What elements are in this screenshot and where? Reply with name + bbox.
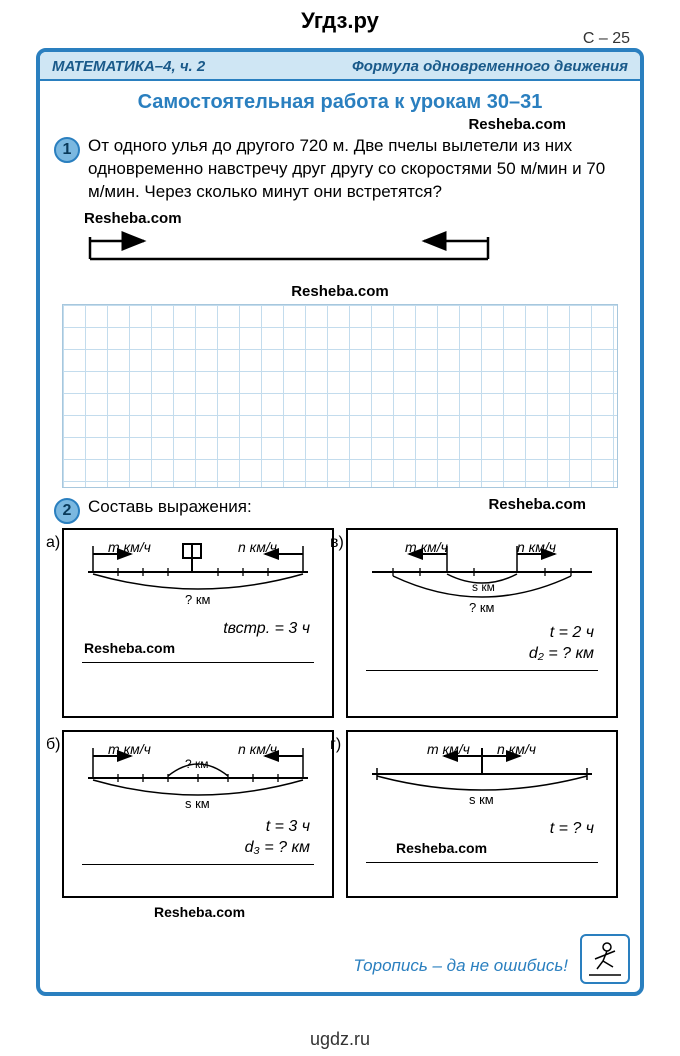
box-b-label: б) bbox=[46, 736, 61, 754]
answer-line[interactable] bbox=[366, 670, 598, 671]
corner-label: С – 25 bbox=[583, 30, 630, 48]
answer-line[interactable] bbox=[82, 662, 314, 663]
watermark: Resheba.com bbox=[54, 904, 626, 920]
box-g-left-speed: m км/ч bbox=[427, 741, 470, 757]
box-v-eq1: t = 2 ч bbox=[550, 624, 594, 641]
task-2: 2 Составь выражения: Resheba.com bbox=[54, 496, 626, 524]
header-bar: МАТЕМАТИКА–4, ч. 2 Формула одновременног… bbox=[40, 52, 640, 81]
box-g-label: г) bbox=[330, 736, 341, 754]
header-left: МАТЕМАТИКА–4, ч. 2 bbox=[52, 58, 205, 75]
box-v-eq2: d₂ = ? км bbox=[529, 645, 594, 662]
task-1: 1 От одного улья до другого 720 м. Две п… bbox=[54, 135, 626, 204]
box-g-dist: s км bbox=[469, 792, 494, 807]
task-1-badge: 1 bbox=[54, 137, 80, 163]
task-2-text: Составь выражения: bbox=[88, 496, 480, 524]
task-2-badge: 2 bbox=[54, 498, 80, 524]
box-a: а) m км/ч n км/ч ? км tвстр. = 3 ч Re bbox=[62, 528, 334, 718]
watermark: Resheba.com bbox=[54, 210, 626, 227]
box-a-eq: tвстр. = 3 ч bbox=[223, 620, 310, 637]
runner-icon bbox=[580, 934, 630, 984]
box-b-right-speed: n км/ч bbox=[238, 741, 277, 757]
box-v-dist-bot: ? км bbox=[469, 600, 495, 615]
box-v: в) m км/ч n км/ч s км ? км t = 2 ч d₂ bbox=[346, 528, 618, 718]
answer-grid[interactable] bbox=[62, 304, 618, 488]
box-a-dist: ? км bbox=[185, 592, 211, 607]
box-g-eq: t = ? ч bbox=[550, 820, 594, 837]
watermark: Resheba.com bbox=[356, 840, 608, 856]
box-a-right-speed: n км/ч bbox=[238, 539, 277, 555]
task-1-diagram bbox=[84, 231, 616, 283]
box-b-eq1: t = 3 ч bbox=[266, 818, 310, 835]
page-number: 59 bbox=[330, 993, 350, 996]
watermark: Resheba.com bbox=[488, 496, 626, 524]
answer-line[interactable] bbox=[82, 864, 314, 865]
watermark: Resheba.com bbox=[54, 116, 626, 133]
box-v-dist-top: s км bbox=[472, 580, 495, 594]
box-b-dist-bot: s км bbox=[185, 796, 210, 811]
diagram-boxes: а) m км/ч n км/ч ? км tвстр. = 3 ч Re bbox=[62, 528, 618, 898]
box-b-left-speed: m км/ч bbox=[108, 741, 151, 757]
watermark: Resheba.com bbox=[54, 283, 626, 300]
content: Самостоятельная работа к урокам 30–31 Re… bbox=[40, 81, 640, 920]
footer-motto: Торопись – да не ошибись! bbox=[353, 956, 568, 976]
box-v-right-speed: n км/ч bbox=[517, 539, 556, 555]
header-right: Формула одновременного движения bbox=[352, 58, 628, 75]
work-title: Самостоятельная работа к урокам 30–31 bbox=[54, 91, 626, 114]
box-a-left-speed: m км/ч bbox=[108, 539, 151, 555]
box-g-right-speed: n км/ч bbox=[497, 741, 536, 757]
watermark: Resheba.com bbox=[72, 640, 324, 656]
answer-line[interactable] bbox=[366, 862, 598, 863]
site-footer: ugdz.ru bbox=[310, 1029, 370, 1050]
box-v-label: в) bbox=[330, 534, 344, 552]
box-a-label: а) bbox=[46, 534, 60, 552]
box-g: г) m км/ч n км/ч s км t = ? ч Resheba.co… bbox=[346, 730, 618, 898]
box-v-left-speed: m км/ч bbox=[405, 539, 448, 555]
page-frame: МАТЕМАТИКА–4, ч. 2 Формула одновременног… bbox=[36, 48, 644, 996]
site-header: Угдз.ру bbox=[0, 0, 680, 34]
box-b-dist-top: ? км bbox=[185, 757, 209, 771]
box-b: б) m км/ч n км/ч ? км s км t = 3 ч d₃ bbox=[62, 730, 334, 898]
task-1-text: От одного улья до другого 720 м. Две пче… bbox=[88, 135, 626, 204]
box-b-eq2: d₃ = ? км bbox=[245, 839, 310, 856]
